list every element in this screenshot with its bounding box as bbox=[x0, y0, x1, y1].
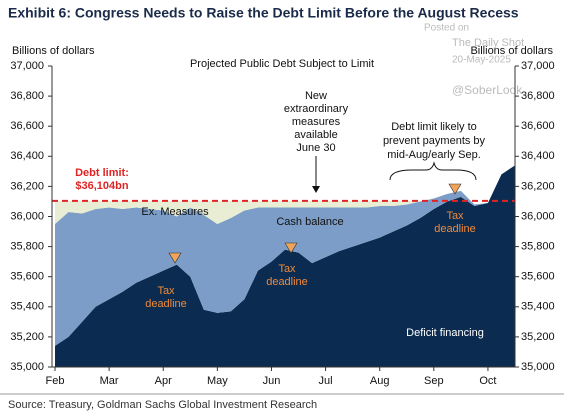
x-tick-label: Apr bbox=[155, 375, 172, 387]
tax-deadline-label: Tax bbox=[446, 210, 464, 222]
y2-tick-label: 35,600 bbox=[521, 271, 555, 283]
tax-deadline-label: Tax bbox=[157, 285, 175, 297]
y-tick-label: 35,400 bbox=[10, 301, 44, 313]
series-label: Cash balance bbox=[276, 216, 343, 228]
y-tick-label: 36,800 bbox=[10, 90, 44, 102]
tax-deadline-label: deadline bbox=[266, 276, 308, 288]
x-tick-label: Mar bbox=[100, 375, 119, 387]
x-tick-label: Feb bbox=[46, 375, 65, 387]
y-tick-label: 35,600 bbox=[10, 271, 44, 283]
annotation: available bbox=[294, 129, 337, 141]
area bbox=[55, 165, 515, 225]
tax-deadline-label: deadline bbox=[434, 223, 476, 235]
y-tick-label: 36,400 bbox=[10, 150, 44, 162]
y-axis-label: Billions of dollars bbox=[12, 45, 95, 57]
chart-subtitle: Projected Public Debt Subject to Limit bbox=[190, 58, 374, 70]
y2-tick-label: 36,800 bbox=[521, 90, 555, 102]
tax-marker bbox=[284, 242, 298, 254]
x-tick-label: Aug bbox=[370, 375, 390, 387]
debt-limit-label: $36,104bn bbox=[75, 180, 128, 192]
area bbox=[55, 165, 515, 346]
y2-tick-label: 36,000 bbox=[521, 210, 555, 222]
y2-tick-label: 35,400 bbox=[521, 301, 555, 313]
y-tick-label: 36,200 bbox=[10, 180, 44, 192]
y2-tick-label: 35,800 bbox=[521, 241, 555, 253]
tax-marker bbox=[168, 252, 182, 264]
source: Source: Treasury, Goldman Sachs Global I… bbox=[8, 399, 317, 411]
y2-axis-label: Billions of dollars bbox=[470, 45, 553, 57]
annotation: extraordinary bbox=[284, 103, 349, 115]
y-tick-label: 35,200 bbox=[10, 331, 44, 343]
x-tick-label: Jun bbox=[263, 375, 281, 387]
x-tick-label: Jul bbox=[319, 375, 333, 387]
y-tick-label: 35,800 bbox=[10, 241, 44, 253]
y2-tick-label: 36,400 bbox=[521, 150, 555, 162]
debt-limit-label: Debt limit: bbox=[75, 167, 129, 179]
watermark: Posted on bbox=[424, 23, 469, 34]
y-tick-label: 36,000 bbox=[10, 210, 44, 222]
annotation: mid-Aug/early Sep. bbox=[387, 149, 481, 161]
x-tick-label: Oct bbox=[479, 375, 496, 387]
series-label: Ex. Measures bbox=[141, 206, 209, 218]
tax-marker bbox=[448, 183, 462, 195]
area bbox=[55, 165, 515, 367]
annotation: June 30 bbox=[296, 142, 335, 154]
chart-title: Exhibit 6: Congress Needs to Raise the D… bbox=[8, 5, 519, 21]
annotation: prevent payments by bbox=[383, 135, 486, 147]
watermark: 20-May-2025 bbox=[452, 55, 511, 66]
y-tick-label: 35,000 bbox=[10, 361, 44, 373]
x-tick-label: Sep bbox=[424, 375, 444, 387]
y2-tick-label: 35,200 bbox=[521, 331, 555, 343]
tax-deadline-label: Tax bbox=[278, 263, 296, 275]
series-label: Deficit financing bbox=[406, 327, 484, 339]
tax-deadline-label: deadline bbox=[145, 298, 187, 310]
brace bbox=[389, 161, 477, 181]
watermark: The Daily Shot bbox=[452, 37, 524, 49]
y2-tick-label: 37,000 bbox=[521, 60, 555, 72]
watermark: @SoberLook bbox=[452, 83, 523, 97]
annotation: Debt limit likely to bbox=[391, 121, 477, 133]
x-tick-label: May bbox=[207, 375, 228, 387]
y-tick-label: 36,600 bbox=[10, 120, 44, 132]
arrowhead bbox=[312, 186, 320, 193]
annotation: measures bbox=[292, 116, 341, 128]
y2-tick-label: 35,000 bbox=[521, 361, 555, 373]
y2-tick-label: 36,200 bbox=[521, 180, 555, 192]
annotation: New bbox=[305, 90, 327, 102]
y2-tick-label: 36,600 bbox=[521, 120, 555, 132]
y-tick-label: 37,000 bbox=[10, 60, 44, 72]
